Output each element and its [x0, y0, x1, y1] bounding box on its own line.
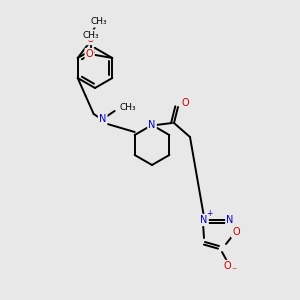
- Text: CH₃: CH₃: [120, 103, 136, 112]
- Text: O: O: [223, 261, 231, 271]
- Text: O: O: [86, 49, 93, 59]
- Text: N: N: [148, 120, 156, 130]
- Text: N: N: [99, 114, 106, 124]
- Text: N: N: [226, 215, 234, 225]
- Text: O: O: [232, 227, 240, 237]
- Text: O: O: [87, 34, 94, 44]
- Text: +: +: [206, 208, 212, 217]
- Text: ⁻: ⁻: [231, 266, 237, 276]
- Text: N: N: [200, 215, 208, 225]
- Text: CH₃: CH₃: [82, 31, 99, 40]
- Text: CH₃: CH₃: [90, 17, 107, 26]
- Text: O: O: [181, 98, 189, 108]
